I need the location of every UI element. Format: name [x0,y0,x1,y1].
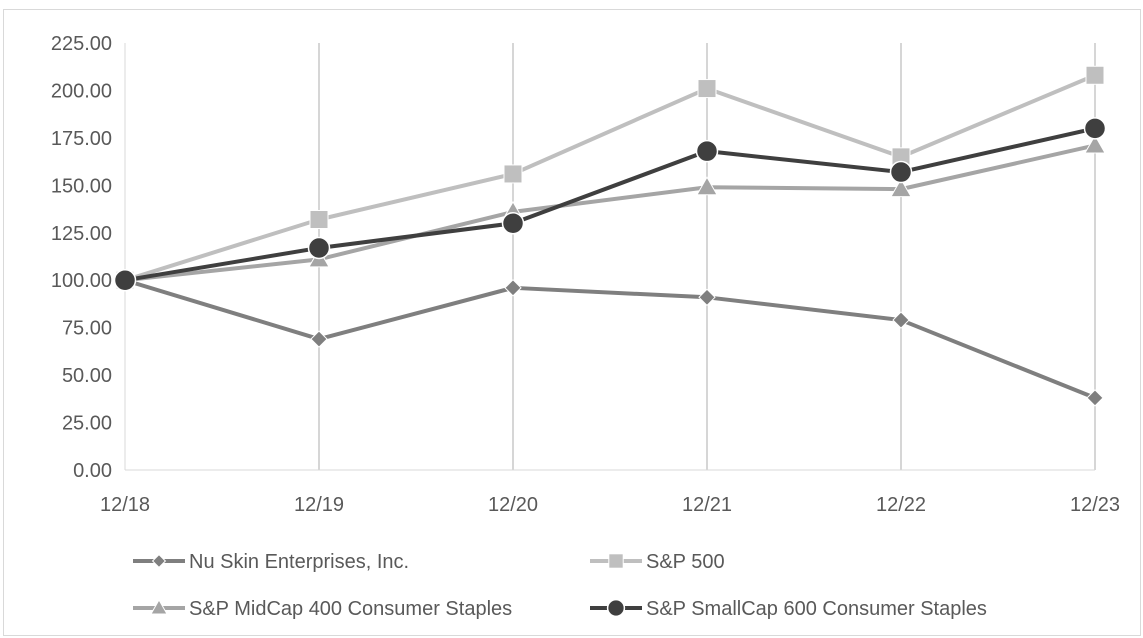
y-tick-label: 75.00 [62,318,112,340]
legend-item: S&P SmallCap 600 Consumer Staples [590,598,987,620]
data-point [310,330,328,348]
legend: Nu Skin Enterprises, Inc. S&P 500 S&P MidC… [133,551,987,620]
x-tick-label: 12/19 [294,494,344,516]
legend-item: Nu Skin Enterprises, Inc. [133,551,409,573]
y-tick-label: 225.00 [51,33,112,55]
chart-frame [3,9,1141,636]
gridlines [318,43,1096,470]
data-point [892,311,910,329]
legend-label: S&P SmallCap 600 Consumer Staples [646,598,987,620]
series-line [124,278,1096,400]
data-point [1083,117,1107,140]
data-point [501,212,525,235]
legend-marker [608,553,624,569]
data-point [1086,389,1104,407]
x-tick-label: 12/20 [488,494,538,516]
legend-marker [151,553,167,569]
data-point [113,268,137,292]
x-tick-label: 12/18 [100,494,150,516]
legend-marker [150,598,168,615]
y-tick-label: 50.00 [62,365,112,387]
x-tick-label: 12/23 [1070,494,1120,516]
legend-marker [606,598,626,618]
legend-item: S&P MidCap 400 Consumer Staples [133,598,512,620]
data-point [697,79,717,99]
y-tick-label: 25.00 [62,413,112,435]
legend-label: S&P 500 [646,551,725,573]
x-tick-label: 12/21 [682,494,732,516]
data-point [889,160,913,184]
x-tick-label: 12/22 [876,494,926,516]
data-point [1085,65,1105,85]
legend-label: Nu Skin Enterprises, Inc. [189,551,409,573]
series-line [124,126,1096,283]
y-tick-label: 200.00 [51,80,112,102]
series-3 [113,117,1107,292]
y-tick-label: 175.00 [51,128,112,150]
data-point [695,139,719,163]
data-point [1084,134,1106,154]
legend-item: S&P 500 [590,551,725,573]
y-tick-label: 0.00 [73,460,112,482]
legend-label: S&P MidCap 400 Consumer Staples [189,598,512,620]
data-point [307,236,331,260]
data-point [503,164,523,184]
data-point [698,288,716,307]
series-0 [116,271,1104,407]
series-line [124,73,1096,283]
data-point [890,178,912,198]
data-point [696,176,718,196]
series-line [124,143,1096,283]
axes: 0.00 25.00 50.00 75.00 100.00 125.00 150.00 175… [51,33,1120,516]
data-point [309,209,329,229]
y-tick-label: 100.00 [51,270,112,292]
data-point [504,279,522,297]
series-lines [113,65,1107,407]
y-tick-label: 150.00 [51,175,112,197]
y-tick-label: 125.00 [51,223,112,245]
